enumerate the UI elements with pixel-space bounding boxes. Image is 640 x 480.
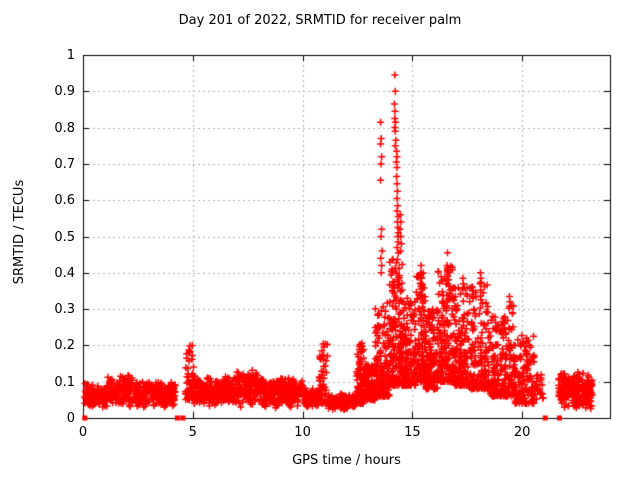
x-tick-label: 15 <box>404 425 421 440</box>
x-tick-label: 0 <box>78 425 88 440</box>
y-tick-label: 0.1 <box>54 374 75 390</box>
y-tick-label: 0.4 <box>54 265 75 281</box>
x-tick-label: 20 <box>513 425 531 440</box>
y-tick-label: 0.5 <box>54 229 75 245</box>
y-tick-label: 0.3 <box>54 302 75 318</box>
y-tick-label: 0.7 <box>54 156 75 172</box>
x-tick-label: 10 <box>294 425 311 440</box>
y-tick-label: 0.8 <box>54 120 75 136</box>
x-tick-label: 5 <box>188 425 197 440</box>
chart-title: Day 201 of 2022, SRMTID for receiver pal… <box>178 13 462 28</box>
y-tick-label: 0.2 <box>54 338 75 354</box>
y-tick-label: 0.6 <box>54 193 75 209</box>
y-tick-label: 0.9 <box>54 84 75 100</box>
y-tick-label: 1 <box>66 48 75 63</box>
y-tick-label: 0 <box>66 411 75 426</box>
x-axis-label: GPS time / hours <box>292 453 401 468</box>
